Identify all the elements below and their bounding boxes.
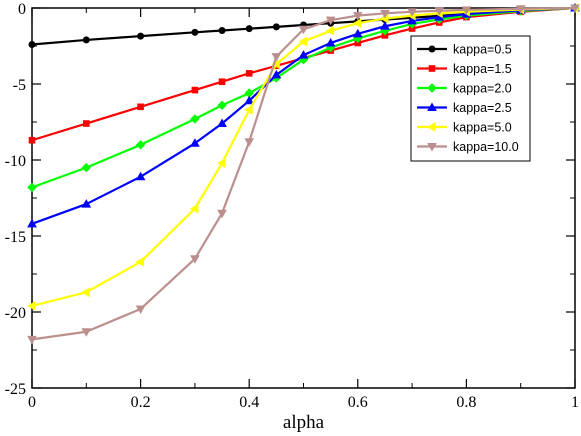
data-point: [352, 12, 363, 21]
data-point: [352, 18, 362, 29]
data-point: [81, 199, 92, 208]
legend-label: kappa=2.0: [453, 82, 512, 96]
data-point: [190, 114, 200, 124]
data-point: [271, 53, 282, 62]
series-kappa-10-0: [27, 4, 580, 345]
data-point: [217, 158, 226, 168]
legend-entry: kappa=0.5: [417, 43, 512, 57]
data-point: [189, 203, 199, 214]
series-line: [31, 6, 576, 341]
data-point: [81, 328, 92, 337]
data-point: [217, 100, 227, 110]
x-tick-label: 0.4: [239, 394, 259, 411]
data-point: [298, 50, 309, 59]
legend-entry: kappa=2.5: [417, 101, 512, 115]
x-tick-label: 0: [28, 394, 36, 411]
data-point: [135, 256, 145, 267]
data-point: [515, 5, 526, 14]
x-tick-label: 1: [571, 394, 579, 411]
data-point: [27, 182, 37, 193]
series-line: [31, 6, 576, 307]
data-point: [352, 28, 363, 38]
data-point: [137, 32, 145, 40]
y-tick-label: -5: [13, 77, 26, 94]
legend-swatch-marker: [427, 83, 437, 93]
legend-box: [410, 35, 531, 162]
series-line: [31, 6, 576, 189]
data-point: [217, 118, 227, 128]
data-point: [272, 23, 280, 31]
data-point: [83, 120, 90, 127]
data-point: [245, 25, 253, 33]
legend-label: kappa=5.0: [453, 121, 512, 135]
legend-label: kappa=2.5: [453, 101, 512, 115]
y-tick-label: -15: [5, 229, 26, 246]
data-point: [407, 15, 417, 25]
data-point: [298, 25, 309, 35]
legend-label: kappa=0.5: [453, 43, 512, 57]
data-point: [271, 69, 282, 79]
y-tick-label: -20: [5, 305, 26, 322]
y-tick-label: -10: [5, 153, 26, 170]
data-point: [135, 140, 146, 150]
legend: kappa=0.5 kappa=1.5 kappa=2.0 kappa=2.5 kapp…: [410, 35, 531, 162]
legend-swatch-marker: [428, 45, 436, 53]
data-point: [190, 138, 200, 147]
data-point: [407, 8, 417, 17]
data-point: [191, 86, 199, 94]
data-point: [26, 301, 36, 311]
legend-swatch-marker: [426, 122, 436, 132]
data-point: [244, 104, 253, 115]
x-axis-title: alpha: [283, 412, 325, 433]
data-point: [298, 36, 307, 47]
data-point: [28, 136, 36, 144]
data-point: [244, 138, 255, 147]
data-point: [81, 162, 92, 173]
legend-entry: kappa=1.5: [417, 62, 512, 76]
data-point: [218, 78, 226, 86]
legend-label: kappa=10.0: [453, 140, 519, 154]
data-point: [191, 28, 199, 36]
x-tick-label: 0.6: [348, 394, 368, 411]
x-tick-label: 0.2: [131, 394, 151, 411]
data-point: [271, 59, 280, 70]
legend-swatch-marker: [427, 102, 437, 111]
series-line: [31, 6, 576, 225]
data-point: [570, 4, 580, 14]
legend-swatch-marker: [428, 65, 436, 72]
legend-swatch-marker: [427, 143, 437, 152]
data-point: [380, 9, 390, 19]
data-point: [244, 95, 255, 105]
y-tick-label: -25: [5, 381, 26, 398]
data-point: [81, 287, 90, 298]
data-point: [28, 40, 36, 48]
legend-entry: kappa=10.0: [417, 140, 519, 154]
x-tick-label: 0.8: [456, 394, 476, 411]
data-point: [325, 25, 335, 36]
data-point: [27, 335, 37, 345]
data-point: [82, 36, 90, 44]
legend-entry: kappa=2.0: [417, 82, 512, 96]
data-point: [137, 103, 144, 111]
data-point: [218, 26, 226, 34]
data-point: [461, 6, 472, 15]
data-point: [380, 21, 390, 30]
data-point: [245, 70, 253, 77]
data-point: [135, 305, 146, 314]
data-point: [325, 37, 336, 47]
series-layer: [26, 2, 580, 345]
data-point: [434, 7, 445, 16]
y-tick-label: 0: [18, 1, 26, 18]
data-point: [27, 218, 37, 228]
data-point: [135, 171, 146, 181]
data-point: [190, 255, 200, 264]
legend-label: kappa=1.5: [453, 62, 512, 76]
data-point: [325, 16, 336, 26]
data-point: [217, 209, 227, 219]
legend-entry: kappa=5.0: [417, 121, 512, 135]
